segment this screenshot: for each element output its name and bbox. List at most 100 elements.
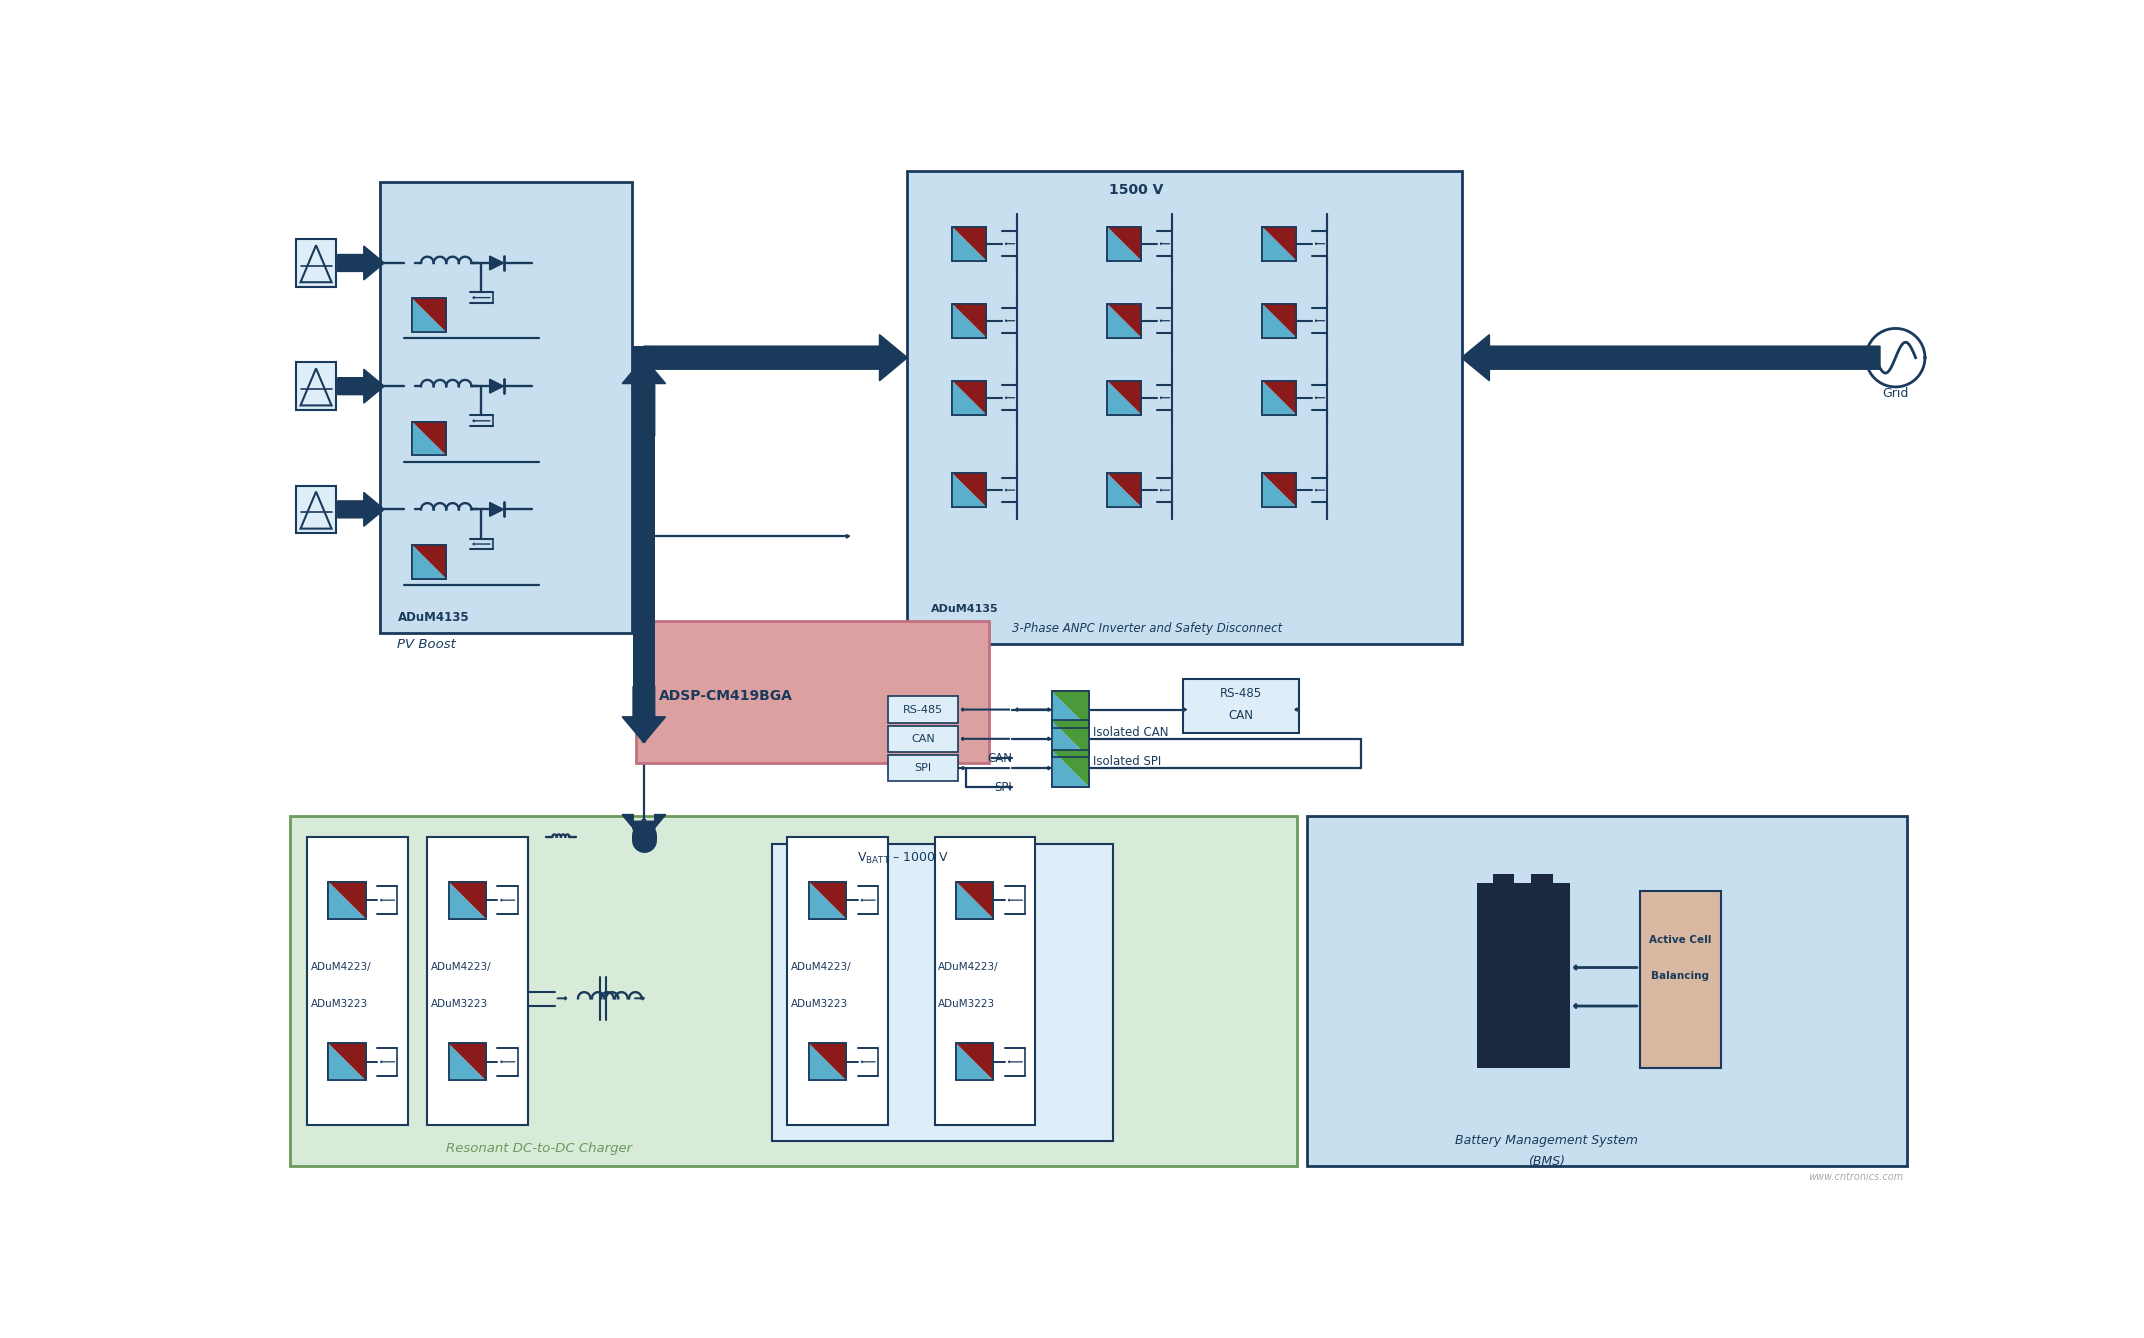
Polygon shape (412, 298, 446, 332)
Bar (952, 474, 986, 507)
Polygon shape (1263, 474, 1297, 507)
Bar (448, 1044, 487, 1080)
Polygon shape (412, 421, 446, 455)
Polygon shape (412, 421, 446, 455)
Bar (1263, 226, 1297, 261)
Bar (307, 836, 407, 1125)
Text: 3-Phase ANPC Inverter and Safety Disconnect: 3-Phase ANPC Inverter and Safety Disconn… (1012, 622, 1282, 636)
Text: Balancing: Balancing (1651, 970, 1709, 981)
Polygon shape (643, 334, 907, 381)
Text: ADuM3223: ADuM3223 (311, 999, 369, 1009)
Bar (1106, 381, 1141, 415)
Text: ADuM4223/: ADuM4223/ (939, 962, 999, 971)
Bar (952, 474, 986, 507)
Polygon shape (956, 882, 993, 919)
Bar (888, 755, 958, 781)
Bar (956, 882, 993, 919)
Polygon shape (808, 1044, 847, 1080)
Polygon shape (808, 882, 847, 919)
Bar (952, 381, 986, 415)
Bar (787, 836, 888, 1125)
Text: Grid: Grid (1882, 388, 1908, 400)
Polygon shape (1106, 381, 1141, 415)
Bar (1263, 226, 1297, 261)
Polygon shape (1106, 474, 1141, 507)
Polygon shape (1051, 749, 1089, 787)
Bar (1051, 692, 1089, 728)
Polygon shape (448, 882, 487, 919)
Bar (956, 1044, 993, 1080)
Polygon shape (1106, 226, 1141, 261)
Bar (1183, 678, 1299, 733)
Polygon shape (1263, 381, 1297, 415)
Polygon shape (622, 686, 665, 743)
Text: Isolated CAN: Isolated CAN (1093, 725, 1168, 739)
Polygon shape (1263, 304, 1297, 337)
Bar (1051, 720, 1089, 757)
Bar (289, 816, 1297, 1167)
Bar (1106, 226, 1141, 261)
Polygon shape (622, 815, 665, 840)
Bar (296, 363, 337, 409)
Text: $\mathregular{V_{BATT}}$ – 1000 V: $\mathregular{V_{BATT}}$ – 1000 V (858, 851, 950, 866)
Bar (412, 298, 446, 332)
Bar (1306, 816, 1908, 1167)
Text: ADuM4223/: ADuM4223/ (431, 962, 491, 971)
Bar (952, 226, 986, 261)
Bar (952, 304, 986, 337)
Bar (952, 226, 986, 261)
Polygon shape (489, 503, 504, 516)
Polygon shape (1051, 749, 1089, 787)
Bar (1263, 304, 1297, 337)
Polygon shape (952, 304, 986, 337)
Polygon shape (448, 882, 487, 919)
Text: CAN: CAN (1229, 709, 1252, 723)
Text: RS-485: RS-485 (903, 705, 943, 714)
Bar (935, 836, 1036, 1125)
Text: ADuM3223: ADuM3223 (939, 999, 995, 1009)
Text: CAN: CAN (986, 752, 1012, 764)
Polygon shape (952, 226, 986, 261)
Text: Isolated SPI: Isolated SPI (1093, 755, 1162, 768)
Text: CAN: CAN (911, 733, 935, 744)
Bar (808, 882, 847, 919)
Bar (956, 882, 993, 919)
Bar (427, 836, 527, 1125)
Bar (952, 381, 986, 415)
Bar (1106, 474, 1141, 507)
Polygon shape (956, 1044, 993, 1080)
Text: Battery Management System: Battery Management System (1456, 1135, 1638, 1147)
Bar (448, 882, 487, 919)
Polygon shape (1106, 304, 1141, 337)
Bar (296, 240, 337, 286)
Bar (412, 545, 446, 578)
Text: 1500 V: 1500 V (1108, 183, 1164, 197)
Polygon shape (328, 882, 367, 919)
Polygon shape (622, 357, 665, 436)
Bar (1263, 381, 1297, 415)
Text: SPI: SPI (913, 763, 930, 773)
Bar (907, 170, 1462, 644)
Bar (772, 844, 1113, 1141)
Polygon shape (808, 882, 847, 919)
Bar (1106, 304, 1141, 337)
Polygon shape (1462, 334, 1880, 381)
Bar (379, 182, 632, 633)
Bar (808, 1044, 847, 1080)
Text: ADuM4135: ADuM4135 (399, 610, 470, 624)
Bar (1106, 304, 1141, 337)
Bar (328, 1044, 367, 1080)
Polygon shape (1263, 381, 1297, 415)
Polygon shape (1263, 304, 1297, 337)
Polygon shape (952, 474, 986, 507)
Polygon shape (1106, 226, 1141, 261)
Text: Resonant DC-to-DC Charger: Resonant DC-to-DC Charger (446, 1141, 632, 1155)
Text: (BMS): (BMS) (1529, 1155, 1565, 1168)
Polygon shape (1051, 692, 1089, 728)
Polygon shape (412, 298, 446, 332)
Bar (1106, 474, 1141, 507)
Bar (412, 298, 446, 332)
Polygon shape (1051, 692, 1089, 728)
Polygon shape (328, 882, 367, 919)
Bar (448, 1044, 487, 1080)
